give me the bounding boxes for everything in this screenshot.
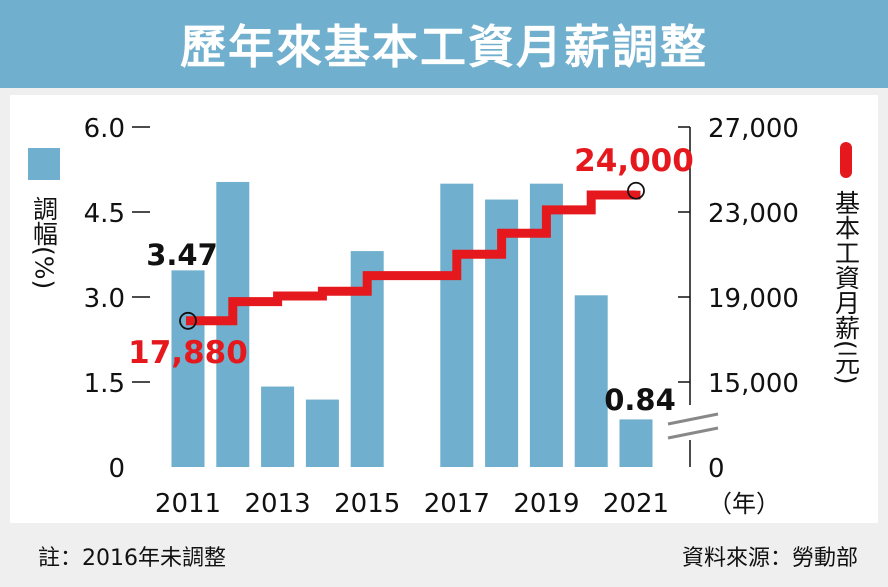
bar-2011	[171, 270, 205, 467]
x-unit-label: （年）	[708, 490, 780, 518]
right-axis-label: 基本工資月薪(元)	[832, 190, 861, 385]
bar-2020	[574, 295, 608, 467]
bar-2014	[305, 399, 339, 467]
axis-break-mark	[667, 426, 719, 440]
x-tick-label: 2017	[424, 489, 490, 519]
first-wage-marker	[179, 311, 197, 330]
legend-bar-swatch	[28, 148, 60, 180]
last-wage-label: 24,000	[574, 143, 694, 179]
bar-2021	[619, 419, 653, 467]
right-tick-label: 19,000	[708, 284, 799, 314]
x-tick-label: 2015	[334, 489, 400, 519]
axis-break-mark	[667, 412, 719, 426]
right-tick-label: 27,000	[708, 114, 799, 144]
right-tick-label: 0	[708, 454, 725, 484]
wage-step-line	[186, 190, 641, 326]
x-tick-label: 2011	[155, 489, 221, 519]
bar-2013	[261, 386, 295, 467]
right-tick-label: 15,000	[708, 369, 799, 399]
x-tick-label: 2019	[513, 489, 579, 519]
last-bar-label: 0.84	[604, 383, 676, 417]
left-tick-label: 6.0	[84, 114, 125, 144]
left-tick-label: 1.5	[84, 369, 125, 399]
chart-title: 歷年來基本工資月薪調整	[180, 20, 708, 74]
x-tick-label: 2013	[245, 489, 311, 519]
left-axis-label: 調幅(%)	[30, 196, 59, 289]
footnote: 註：2016年未調整	[38, 546, 226, 571]
last-wage-marker	[627, 181, 645, 200]
left-tick-label: 4.5	[84, 199, 125, 229]
x-tick-label: 2021	[603, 489, 669, 519]
left-tick-label: 0	[108, 454, 125, 484]
first-bar-label: 3.47	[146, 238, 218, 272]
first-wage-label: 17,880	[128, 335, 248, 371]
chart-header: 歷年來基本工資月薪調整	[0, 0, 888, 88]
source-note: 資料來源：勞動部	[681, 546, 858, 571]
bar-2017	[440, 183, 474, 467]
left-tick-label: 3.0	[84, 284, 125, 314]
right-tick-label: 23,000	[708, 199, 799, 229]
